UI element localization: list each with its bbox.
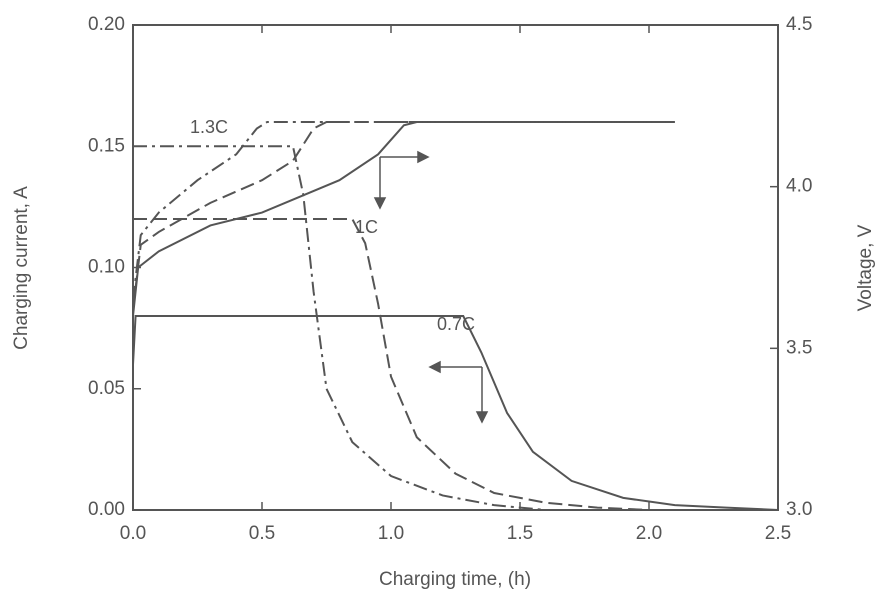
y-tick-label: 0.15: [88, 135, 125, 156]
y2-tick-label: 4.5: [786, 14, 812, 35]
x-tick-label: 0.0: [120, 523, 146, 544]
annotation: 1.3C: [190, 117, 228, 137]
x-tick-label: 0.5: [249, 523, 275, 544]
y-tick-label: 0.10: [88, 257, 125, 278]
x-tick-label: 2.5: [765, 523, 791, 544]
x-tick-label: 1.0: [378, 523, 404, 544]
plot-frame: [133, 25, 778, 510]
series-line: [133, 316, 778, 510]
y-tick-label: 0.05: [88, 378, 125, 399]
y-axis-label: Charging current, A: [11, 186, 32, 350]
series-line: [133, 219, 649, 510]
y2-axis-label: Voltage, V: [855, 224, 876, 311]
y2-tick-label: 4.0: [786, 176, 812, 197]
x-axis-label: Charging time, (h): [379, 569, 531, 590]
y-tick-label: 0.00: [88, 499, 125, 520]
x-tick-label: 1.5: [507, 523, 533, 544]
annotation: 1C: [355, 217, 378, 237]
arrows: [375, 152, 487, 422]
y2-tick-label: 3.0: [786, 499, 812, 520]
y2-tick-label: 3.5: [786, 337, 812, 358]
series-line: [133, 122, 675, 310]
chart: Charging time, (h) Charging current, A V…: [0, 0, 889, 600]
series-line: [133, 122, 675, 300]
y-tick-label: 0.20: [88, 14, 125, 35]
series-line: [133, 146, 546, 510]
annotation: 0.7C: [437, 314, 475, 334]
x-tick-label: 2.0: [636, 523, 662, 544]
